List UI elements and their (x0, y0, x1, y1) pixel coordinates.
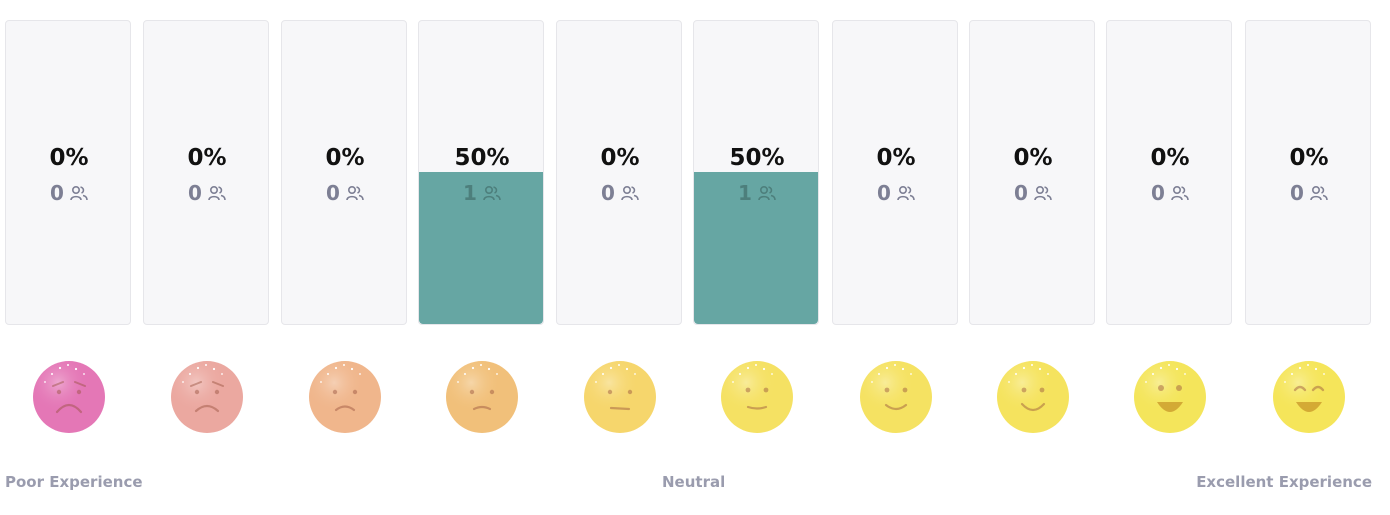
rating-distribution-chart: 0% 0 0% 0 0% 0 50% 1 0% 0 50% 1 0% 0 0% 0 0% 0 0% 0 (5, 20, 1371, 434)
smile-face-icon (860, 361, 932, 433)
count-value: 1 (463, 180, 477, 205)
users-icon (346, 185, 364, 200)
respondent-count: 0 (557, 179, 681, 205)
respondent-count: 1 (419, 179, 543, 205)
grin-face-icon (1134, 361, 1206, 433)
count-value: 1 (738, 180, 752, 205)
users-icon (483, 185, 501, 200)
count-value: 0 (326, 180, 340, 205)
sad-face-icon (171, 361, 243, 433)
percent-label: 50% (454, 145, 510, 171)
big-smile-face-icon (997, 361, 1069, 433)
rating-bar: 0% 0 (832, 20, 958, 325)
slight-smile-face-icon (721, 361, 793, 433)
percent-label: 0% (1150, 145, 1190, 171)
percent-label: 50% (729, 145, 785, 171)
rating-bar: 0% 0 (969, 20, 1095, 325)
respondent-count: 1 (694, 179, 818, 205)
percent-label: 0% (325, 145, 365, 171)
percent-label: 0% (1289, 145, 1329, 171)
count-value: 0 (1014, 180, 1028, 205)
respondent-count: 0 (833, 179, 957, 205)
rating-face (445, 360, 519, 434)
count-value: 0 (188, 180, 202, 205)
rating-bar: 0% 0 (5, 20, 131, 325)
rating-face (859, 360, 933, 434)
neutral-face-icon (584, 361, 656, 433)
users-icon (208, 185, 226, 200)
respondent-count: 0 (970, 179, 1094, 205)
rating-face (170, 360, 244, 434)
users-icon (897, 185, 915, 200)
rating-bar: 50% 1 (693, 20, 819, 325)
rating-face (720, 360, 794, 434)
rating-bar: 0% 0 (143, 20, 269, 325)
percent-label: 0% (49, 145, 89, 171)
rating-face (308, 360, 382, 434)
slight-frown-face-icon (446, 361, 518, 433)
rating-bar: 0% 0 (281, 20, 407, 325)
users-icon (1034, 185, 1052, 200)
excellent-experience-label: Excellent Experience (1196, 473, 1372, 491)
users-icon (70, 185, 88, 200)
users-icon (621, 185, 639, 200)
poor-experience-label: Poor Experience (5, 473, 143, 491)
count-value: 0 (1290, 180, 1304, 205)
rating-face (996, 360, 1070, 434)
rating-face (1272, 360, 1346, 434)
percent-label: 0% (1013, 145, 1053, 171)
count-value: 0 (601, 180, 615, 205)
percent-label: 0% (876, 145, 916, 171)
frown-face-icon (309, 361, 381, 433)
count-value: 0 (877, 180, 891, 205)
rating-bar-fill (419, 171, 543, 324)
rating-face (1133, 360, 1207, 434)
rating-bar: 0% 0 (1245, 20, 1371, 325)
very-sad-face-icon (33, 361, 105, 433)
rating-face (32, 360, 106, 434)
neutral-label: Neutral (662, 473, 726, 491)
respondent-count: 0 (1246, 179, 1370, 205)
percent-label: 0% (600, 145, 640, 171)
respondent-count: 0 (1107, 179, 1231, 205)
users-icon (1310, 185, 1328, 200)
laughing-face-icon (1273, 361, 1345, 433)
rating-bar: 50% 1 (418, 20, 544, 325)
respondent-count: 0 (282, 179, 406, 205)
rating-bar: 0% 0 (556, 20, 682, 325)
respondent-count: 0 (6, 179, 130, 205)
users-icon (1171, 185, 1189, 200)
rating-bar-fill (694, 171, 818, 324)
users-icon (758, 185, 776, 200)
rating-face (583, 360, 657, 434)
count-value: 0 (1151, 180, 1165, 205)
count-value: 0 (50, 180, 64, 205)
respondent-count: 0 (144, 179, 268, 205)
percent-label: 0% (187, 145, 227, 171)
rating-bar: 0% 0 (1106, 20, 1232, 325)
